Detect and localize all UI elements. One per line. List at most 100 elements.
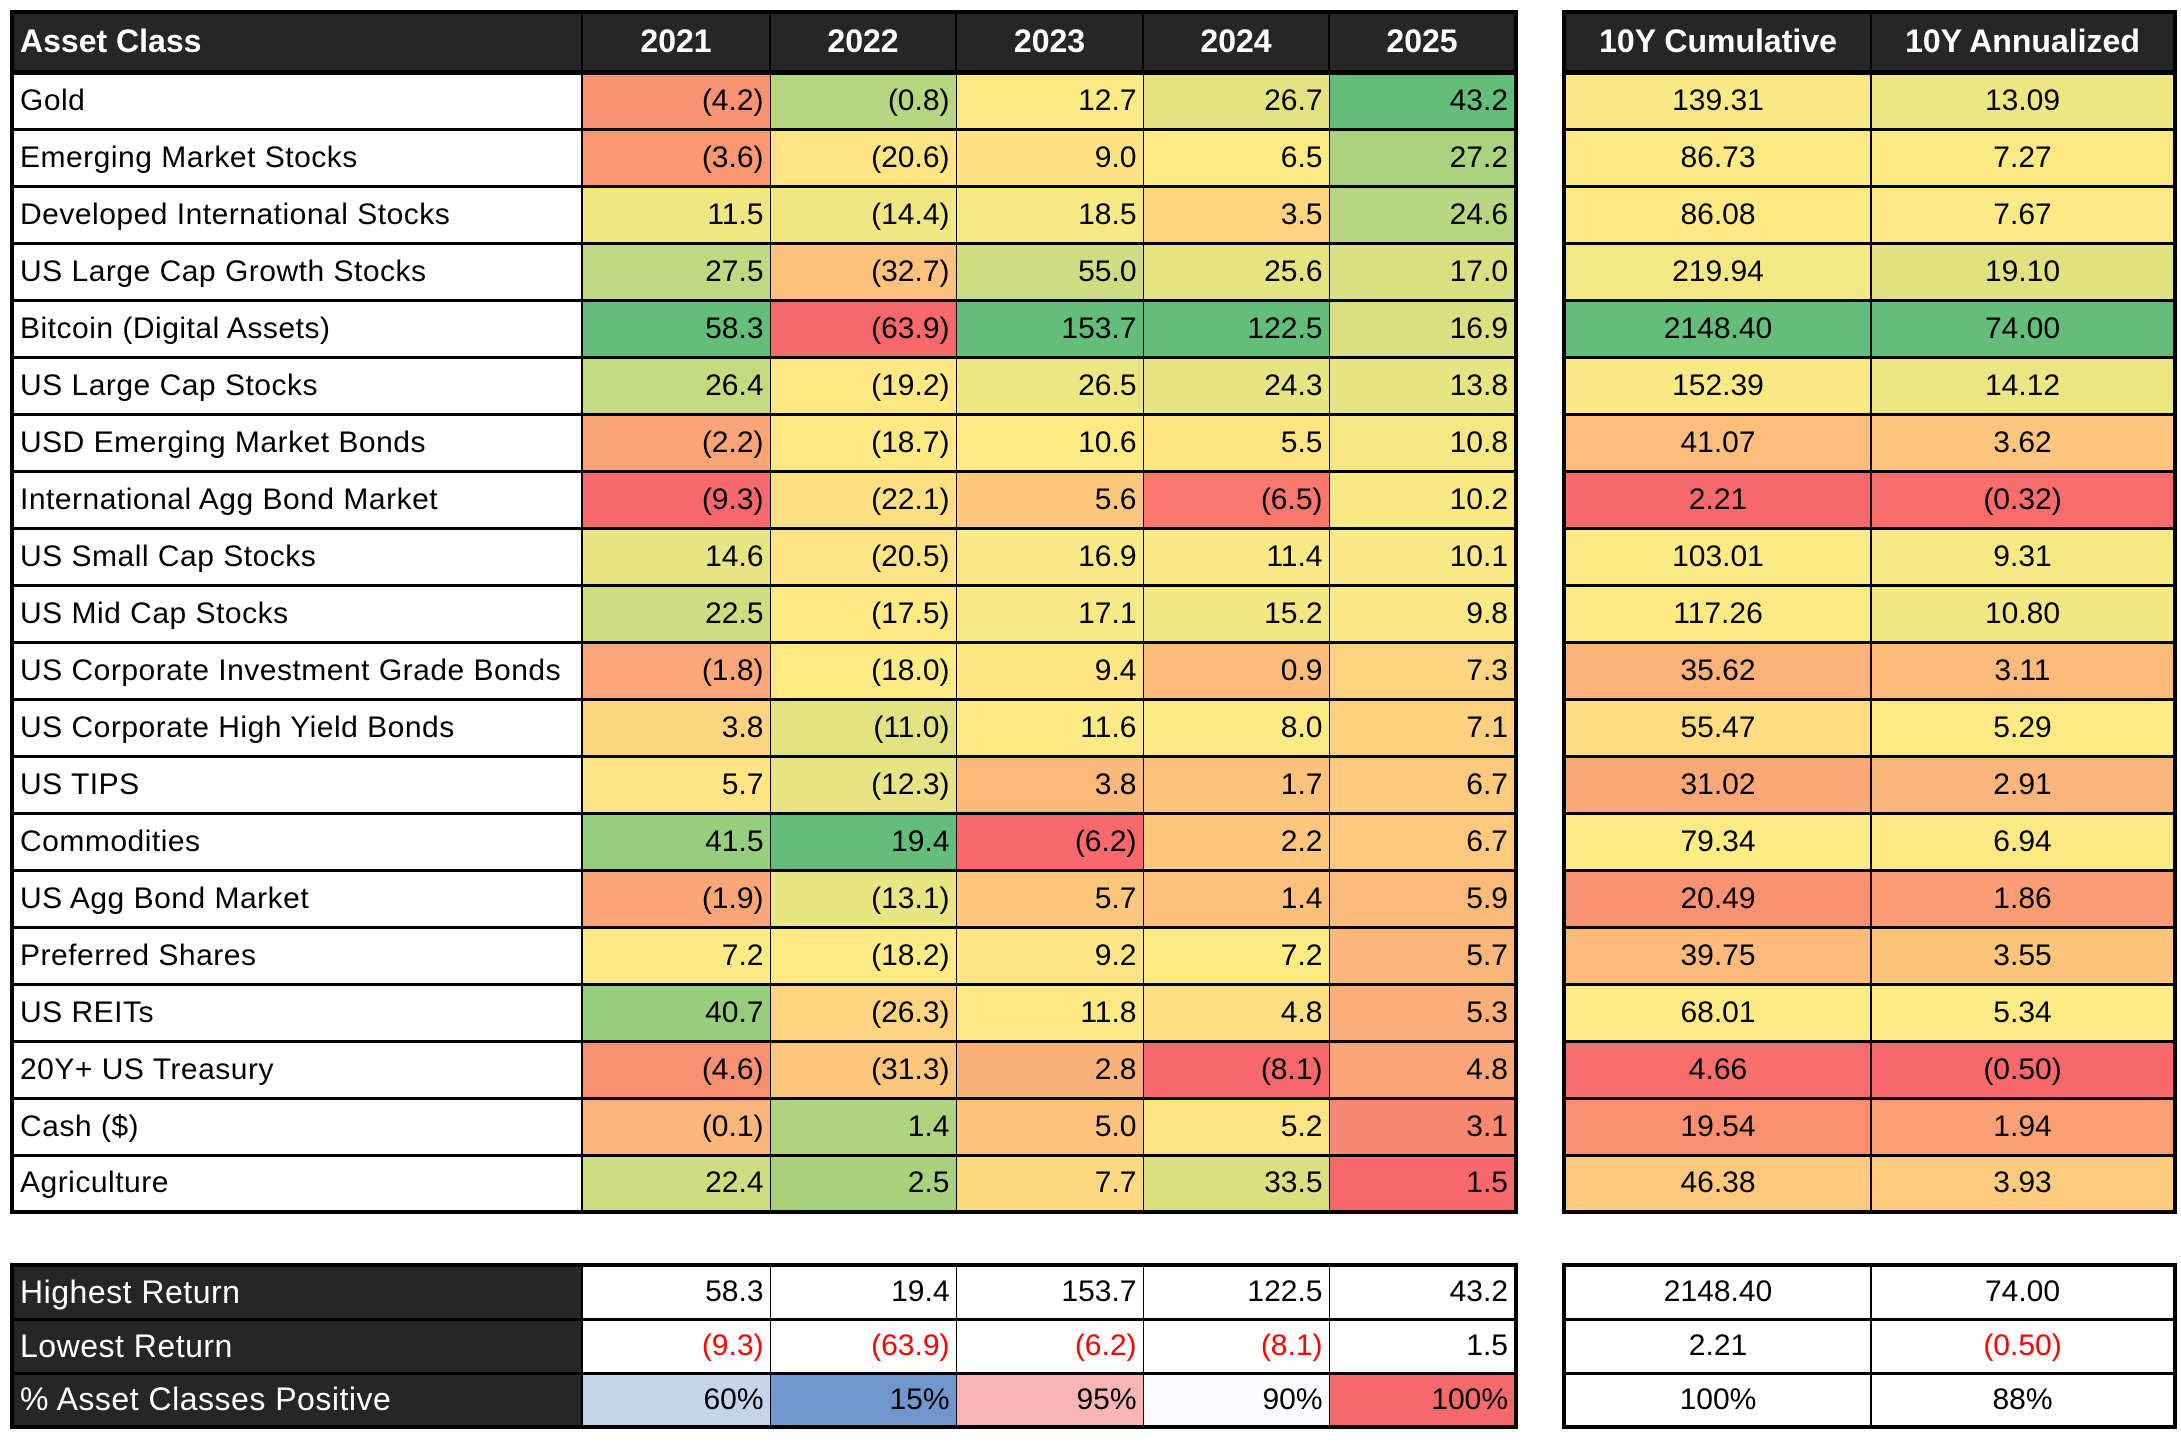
summary-cell: 1.5 <box>1328 1319 1516 1373</box>
ten-year-cell: 1.86 <box>1870 870 2175 927</box>
table-row: 68.01 5.34 <box>1563 984 2175 1041</box>
return-cell: 9.4 <box>955 642 1143 699</box>
header-ten-year: 10Y Cumulative <box>1563 12 1871 72</box>
asset-class-name: US Small Cap Stocks <box>12 528 583 585</box>
return-cell: 6.7 <box>1328 813 1516 870</box>
asset-class-name: US Agg Bond Market <box>12 870 583 927</box>
return-cell: 19.4 <box>769 813 956 870</box>
ten-year-cell: 9.31 <box>1870 528 2175 585</box>
return-cell: 41.5 <box>581 813 770 870</box>
table-row: 19.54 1.94 <box>1563 1098 2175 1155</box>
return-cell: (31.3) <box>769 1041 956 1098</box>
return-cell: 5.3 <box>1328 984 1516 1041</box>
return-cell: 25.6 <box>1142 243 1329 300</box>
return-cell: (0.8) <box>769 72 956 129</box>
return-cell: 10.8 <box>1328 414 1516 471</box>
ten-year-cell: 103.01 <box>1563 528 1871 585</box>
table-row: Emerging Market Stocks (3.6) (20.6) 9.0 6.5 2… <box>12 129 1516 186</box>
table-row: US Mid Cap Stocks 22.5 (17.5) 17.1 15.2 9.8 <box>12 585 1516 642</box>
table-row: Preferred Shares 7.2 (18.2) 9.2 7.2 5.7 <box>12 927 1516 984</box>
return-cell: 122.5 <box>1142 300 1329 357</box>
table-row: 117.26 10.80 <box>1563 585 2175 642</box>
summary-cell: 95% <box>955 1373 1143 1427</box>
return-cell: 11.4 <box>1142 528 1329 585</box>
ten-year-cell: 86.73 <box>1563 129 1871 186</box>
summary-label: Lowest Return <box>12 1319 583 1373</box>
ten-year-cell: 2148.40 <box>1563 300 1871 357</box>
ten-year-cell: 39.75 <box>1563 927 1871 984</box>
return-cell: 7.2 <box>581 927 770 984</box>
return-cell: 9.8 <box>1328 585 1516 642</box>
return-cell: 6.5 <box>1142 129 1329 186</box>
return-cell: (4.2) <box>581 72 770 129</box>
summary-row: Highest Return 58.3 19.4 153.7 122.5 43.2 <box>12 1265 1516 1319</box>
summary-label: % Asset Classes Positive <box>12 1373 583 1427</box>
table-row: 2.21 (0.32) <box>1563 471 2175 528</box>
return-cell: 26.7 <box>1142 72 1329 129</box>
table-row: 35.62 3.11 <box>1563 642 2175 699</box>
return-cell: (8.1) <box>1142 1041 1329 1098</box>
return-cell: 3.1 <box>1328 1098 1516 1155</box>
header-year: 2023 <box>955 12 1143 72</box>
summary-row: 2.21 (0.50) <box>1563 1319 2175 1373</box>
return-cell: (6.5) <box>1142 471 1329 528</box>
ten-year-cell: 3.62 <box>1870 414 2175 471</box>
return-cell: 5.2 <box>1142 1098 1329 1155</box>
return-cell: 2.5 <box>769 1155 956 1212</box>
summary-cell: (8.1) <box>1142 1319 1329 1373</box>
return-cell: (63.9) <box>769 300 956 357</box>
return-cell: 58.3 <box>581 300 770 357</box>
annual-returns-table: Asset Class 2021 2022 2023 2024 2025 Gold (4.2… <box>10 10 1518 1214</box>
return-cell: 16.9 <box>1328 300 1516 357</box>
ten-year-cell: 20.49 <box>1563 870 1871 927</box>
return-cell: (0.1) <box>581 1098 770 1155</box>
return-cell: (32.7) <box>769 243 956 300</box>
summary-ten-year-cell: 74.00 <box>1870 1265 2175 1319</box>
ten-year-cell: 219.94 <box>1563 243 1871 300</box>
return-cell: 27.5 <box>581 243 770 300</box>
table-row: 79.34 6.94 <box>1563 813 2175 870</box>
table-row: International Agg Bond Market (9.3) (22.1)… <box>12 471 1516 528</box>
table-row: US REITs 40.7 (26.3) 11.8 4.8 5.3 <box>12 984 1516 1041</box>
return-cell: 1.4 <box>1142 870 1329 927</box>
ten-year-cell: 3.93 <box>1870 1155 2175 1212</box>
summary-ten-year-cell: 88% <box>1870 1373 2175 1427</box>
summary-row: 100% 88% <box>1563 1373 2175 1427</box>
return-cell: 11.8 <box>955 984 1143 1041</box>
summary-table: Highest Return 58.3 19.4 153.7 122.5 43.2 Lowe… <box>10 1263 1518 1429</box>
return-cell: 7.2 <box>1142 927 1329 984</box>
return-cell: 27.2 <box>1328 129 1516 186</box>
return-cell: 5.5 <box>1142 414 1329 471</box>
return-cell: 8.0 <box>1142 699 1329 756</box>
return-cell: 10.6 <box>955 414 1143 471</box>
return-cell: 5.0 <box>955 1098 1143 1155</box>
ten-year-cell: 117.26 <box>1563 585 1871 642</box>
summary-cell: (9.3) <box>581 1319 770 1373</box>
return-cell: 26.5 <box>955 357 1143 414</box>
summary-cell: 153.7 <box>955 1265 1143 1319</box>
return-cell: (1.9) <box>581 870 770 927</box>
table-row: Bitcoin (Digital Assets) 58.3 (63.9) 153.7 1… <box>12 300 1516 357</box>
ten-year-summary-table: 2148.40 74.00 2.21 (0.50) 100% 88% <box>1562 1263 2177 1429</box>
ten-year-cell: 5.34 <box>1870 984 2175 1041</box>
ten-year-cell: 86.08 <box>1563 186 1871 243</box>
summary-cell: 122.5 <box>1142 1265 1329 1319</box>
ten-year-returns-table: 10Y Cumulative 10Y Annualized 139.31 13.09… <box>1562 10 2177 1214</box>
return-cell: (18.2) <box>769 927 956 984</box>
table-row: 31.02 2.91 <box>1563 756 2175 813</box>
return-cell: (22.1) <box>769 471 956 528</box>
summary-ten-year-cell: (0.50) <box>1870 1319 2175 1373</box>
return-cell: (18.0) <box>769 642 956 699</box>
ten-year-cell: 68.01 <box>1563 984 1871 1041</box>
ten-year-cell: 35.62 <box>1563 642 1871 699</box>
ten-year-cell: 14.12 <box>1870 357 2175 414</box>
return-cell: 17.1 <box>955 585 1143 642</box>
table-row: 152.39 14.12 <box>1563 357 2175 414</box>
asset-class-name: US Corporate Investment Grade Bonds <box>12 642 583 699</box>
return-cell: 0.9 <box>1142 642 1329 699</box>
ten-year-cell: 74.00 <box>1870 300 2175 357</box>
ten-year-cell: 3.55 <box>1870 927 2175 984</box>
ten-year-cell: 10.80 <box>1870 585 2175 642</box>
return-cell: (3.6) <box>581 129 770 186</box>
return-cell: 3.8 <box>955 756 1143 813</box>
